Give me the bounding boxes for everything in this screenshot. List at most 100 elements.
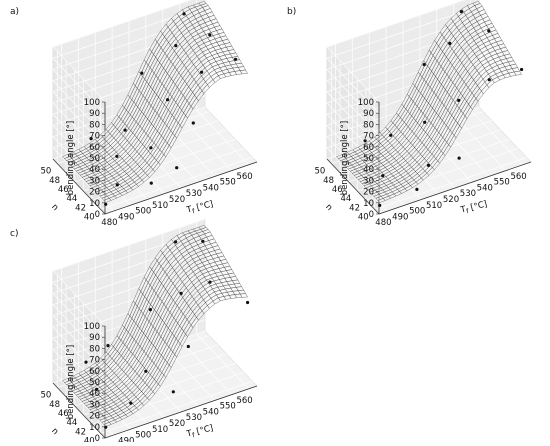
data-point — [422, 63, 426, 67]
data-point — [200, 70, 204, 74]
x-tick-label: 560 — [236, 396, 252, 406]
data-point — [363, 139, 367, 143]
data-point — [148, 308, 152, 312]
surface-cell — [513, 70, 522, 76]
z-tick-label: 20 — [363, 188, 374, 198]
x-tick-label: 510 — [152, 425, 168, 435]
y-tick-label: 44 — [66, 418, 77, 428]
grid-line — [196, 109, 249, 166]
x-axis-line — [378, 161, 532, 215]
z-tick-label: 40 — [89, 165, 100, 175]
grid-line — [100, 381, 253, 434]
y-axis-label: n — [323, 202, 334, 213]
data-point — [389, 133, 393, 137]
grid-line — [326, 57, 380, 114]
grid-line — [326, 80, 380, 136]
z-tick-label: 50 — [89, 378, 100, 388]
data-point — [149, 181, 153, 185]
data-point — [208, 33, 212, 37]
data-point — [459, 10, 463, 14]
panel-label: a) — [10, 7, 19, 17]
x-tick-label: 480 — [375, 218, 391, 228]
y-tick-label: 42 — [75, 203, 86, 213]
y-tick-label: 46 — [58, 185, 69, 195]
x-tick-label: 520 — [169, 419, 185, 429]
x-tick-label: 550 — [494, 178, 510, 188]
z-axis-label: bending angle [°] — [66, 345, 76, 419]
grid-line — [326, 0, 466, 48]
grid-line — [326, 69, 380, 125]
grid-line — [52, 281, 106, 338]
x-tick-label: 550 — [220, 178, 236, 188]
grid-line — [52, 69, 106, 125]
data-point — [175, 166, 179, 170]
grid-line — [326, 147, 380, 204]
x-axis-label: Tf [°C] — [185, 199, 215, 216]
y-tick-label: 40 — [84, 212, 95, 222]
z-tick-label: 40 — [89, 389, 100, 399]
data-point — [457, 156, 461, 160]
grid-line — [470, 109, 523, 166]
data-point — [149, 146, 153, 150]
z-tick-label: 0 — [95, 434, 100, 442]
z-tick-label: 20 — [89, 412, 100, 422]
data-point — [378, 203, 382, 207]
x-tick-label: 540 — [477, 183, 493, 193]
data-point — [89, 137, 93, 141]
z-tick-label: 90 — [89, 109, 100, 119]
panel-label: c) — [10, 229, 18, 239]
data-point — [106, 344, 110, 348]
chart-panel-1: 0102030405060708090100404244464850480490… — [287, 0, 532, 228]
grid-line — [52, 80, 106, 136]
y-tick-label: 46 — [332, 185, 343, 195]
z-axis-label: bending angle [°] — [66, 121, 76, 195]
x-tick-label: 500 — [409, 207, 425, 217]
y-tick-label: 46 — [58, 409, 69, 419]
data-point — [115, 154, 119, 158]
z-tick-label: 80 — [89, 344, 100, 354]
data-point — [104, 425, 108, 429]
surface-cell — [239, 69, 248, 75]
data-point — [208, 280, 212, 284]
x-axis-label: Tf [°C] — [459, 199, 489, 216]
data-point — [448, 41, 452, 46]
y-axis-line — [52, 158, 106, 215]
data-point — [423, 120, 427, 124]
data-point — [166, 98, 170, 102]
data-point — [95, 387, 99, 391]
grid-line — [52, 293, 106, 349]
chart-panel-0: 0102030405060708090100404244464850480490… — [10, 0, 258, 228]
x-tick-label: 490 — [118, 436, 134, 442]
grid-line — [196, 333, 249, 390]
y-tick-label: 44 — [340, 194, 351, 204]
surface-cell — [239, 293, 248, 298]
data-point — [426, 163, 431, 167]
z-tick-label: 10 — [363, 199, 374, 209]
grid-line — [326, 91, 380, 148]
grid-line — [326, 5, 480, 59]
y-axis-label: n — [49, 202, 60, 213]
data-point — [115, 183, 119, 187]
y-tick-label: 48 — [323, 176, 334, 186]
y-axis-line — [52, 382, 106, 439]
z-tick-label: 10 — [89, 423, 100, 433]
data-point — [457, 98, 461, 102]
grid-line — [179, 115, 232, 171]
data-point — [140, 71, 144, 75]
x-axis-line — [104, 161, 258, 215]
surface-mesh — [336, 1, 522, 203]
x-axis-line — [104, 385, 258, 439]
grid-line — [52, 46, 106, 103]
x-tick-label: 520 — [169, 195, 185, 205]
data-points — [363, 10, 524, 207]
z-tick-label: 60 — [363, 143, 374, 153]
data-point — [84, 360, 88, 364]
data-point — [381, 174, 385, 178]
z-tick-label: 40 — [363, 165, 374, 175]
data-point — [234, 57, 238, 61]
z-tick-label: 50 — [363, 154, 374, 164]
grid-line — [52, 304, 106, 360]
y-axis-label: n — [49, 426, 60, 437]
z-tick-label: 0 — [369, 210, 374, 220]
